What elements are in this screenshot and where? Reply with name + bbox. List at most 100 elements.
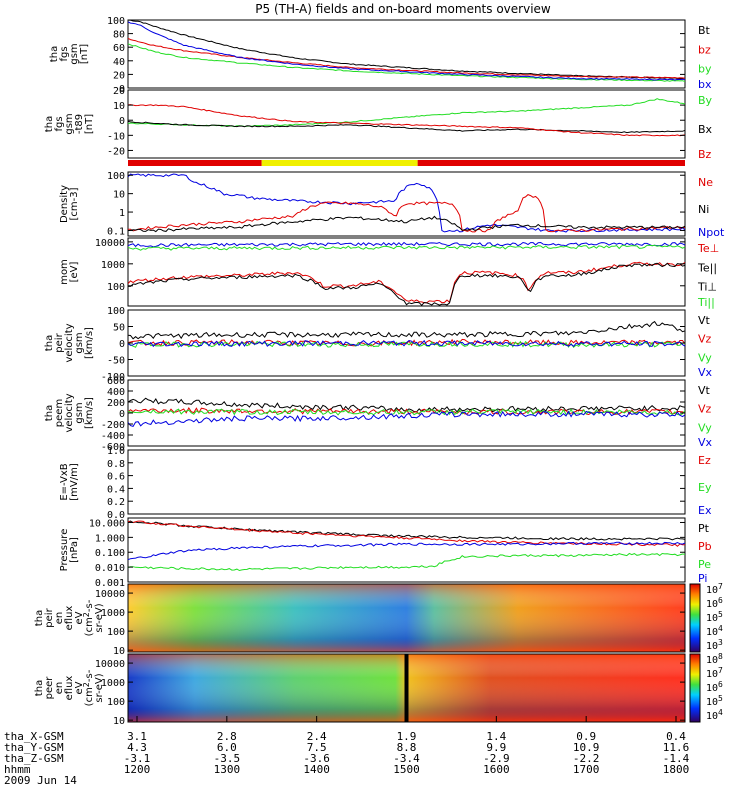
x-tick-label: -3.1 bbox=[124, 752, 151, 765]
y-axis-label: eflux bbox=[64, 606, 75, 631]
y-axis-label: [cm-3] bbox=[69, 187, 80, 220]
y-axis-label: [km/s] bbox=[84, 397, 95, 429]
status-segment-yellow bbox=[261, 160, 418, 166]
y-tick-label: 20 bbox=[113, 86, 125, 97]
y-tick-label: 1000 bbox=[101, 260, 125, 271]
x-row-label: tha_Y-GSM bbox=[4, 741, 64, 754]
y-axis-label: gsm bbox=[64, 113, 75, 134]
x-tick-label: 3.1 bbox=[127, 730, 147, 743]
y-tick-label: -400 bbox=[101, 431, 125, 442]
y-tick-label: -10 bbox=[107, 131, 125, 142]
y-axis-label: sr-eV) bbox=[94, 673, 105, 702]
panel-frame bbox=[127, 237, 686, 307]
y-axis-label: fgs bbox=[59, 46, 70, 61]
y-axis-label: velocity bbox=[64, 393, 75, 432]
status-segment-red bbox=[128, 160, 262, 166]
series-line-vx bbox=[128, 410, 685, 427]
y-tick-label: 0 bbox=[119, 116, 125, 127]
y-axis-label: [km/s] bbox=[84, 327, 95, 359]
y-tick-label: 0.4 bbox=[107, 484, 125, 495]
x-tick-label: 2.4 bbox=[307, 730, 327, 743]
y-tick-label: 200 bbox=[107, 398, 125, 409]
series-line-npot bbox=[128, 173, 685, 233]
panel-8: 10.000 1.000 0.100 0.010 0.001 Pressure [nPa] P… bbox=[59, 517, 712, 589]
y-tick-label: -50 bbox=[107, 356, 125, 367]
colorbar-tick-label: 107 bbox=[706, 582, 723, 596]
y-tick-label: 1 bbox=[119, 208, 125, 219]
colorbar-tick-label: 106 bbox=[706, 596, 723, 610]
x-tick-label: -2.2 bbox=[573, 752, 600, 765]
y-axis-label: en bbox=[54, 612, 65, 625]
y-axis-label: gsm bbox=[74, 402, 85, 423]
legend-vt: Vt bbox=[698, 314, 711, 327]
colorbar-tick-label: 106 bbox=[706, 680, 723, 694]
y-tick-label: 1.0 bbox=[107, 446, 125, 457]
series-line-ni bbox=[128, 215, 685, 233]
x-tick-label: 9.9 bbox=[486, 741, 506, 754]
x-tick-label: 1200 bbox=[124, 763, 151, 776]
y-tick-label: 10000 bbox=[95, 238, 125, 249]
y-axis-label: tha bbox=[34, 610, 45, 626]
legend-vy: Vy bbox=[698, 351, 712, 364]
legend-vx: Vx bbox=[698, 366, 713, 379]
y-tick-label: 1000 bbox=[101, 608, 125, 619]
y-tick-label: 0.001 bbox=[95, 578, 125, 589]
y-axis-label: [nT] bbox=[84, 114, 95, 134]
y-axis-label: sr-eV) bbox=[94, 603, 105, 632]
legend-by: by bbox=[698, 63, 712, 76]
y-tick-label: 100 bbox=[107, 306, 125, 317]
y-axis-label: eV bbox=[74, 611, 85, 624]
series-line-te bbox=[128, 262, 685, 306]
y-tick-label: 0.1 bbox=[107, 226, 125, 237]
y-axis-label: peer bbox=[44, 676, 55, 700]
status-bar bbox=[128, 160, 685, 166]
y-tick-label: 100 bbox=[107, 171, 125, 182]
x-tick-label: 6.0 bbox=[217, 741, 237, 754]
legend-vt: Vt bbox=[698, 384, 711, 397]
series-line-ti bbox=[128, 244, 685, 251]
y-axis-label: -t89 bbox=[74, 114, 85, 134]
x-row-label: tha_X-GSM bbox=[4, 730, 64, 743]
data-gap bbox=[404, 654, 409, 722]
y-axis-label: en bbox=[54, 682, 65, 695]
series-line-bx bbox=[128, 21, 685, 81]
y-axis-label: [nPa] bbox=[69, 537, 80, 563]
y-tick-label: 10000 bbox=[95, 659, 125, 670]
y-tick-label: 60 bbox=[113, 43, 125, 54]
x-tick-label: 7.5 bbox=[307, 741, 327, 754]
panel-5: 100 50 0 -50 -100 tha peir velocity gsm [km/s] Vt V… bbox=[44, 306, 713, 383]
legend-ni: Ni bbox=[698, 203, 709, 216]
series-line-bx bbox=[128, 120, 685, 134]
y-tick-label: 0.100 bbox=[95, 548, 125, 559]
colorbar-tick-label: 105 bbox=[706, 610, 723, 624]
panel-frame bbox=[127, 89, 686, 159]
y-axis-label: Density bbox=[59, 185, 70, 223]
y-tick-label: 10 bbox=[113, 190, 125, 201]
colorbar-tick-label: 104 bbox=[706, 624, 723, 638]
panel-4: 10000 1000 100 mom [eV] Te⊥ Te|| Ti⊥ Ti|| bbox=[59, 237, 719, 309]
x-tick-label: 1600 bbox=[483, 763, 510, 776]
legend-vz: Vz bbox=[698, 403, 712, 416]
date-label: 2009 Jun 14 bbox=[4, 774, 77, 787]
y-axis-label: tha bbox=[44, 405, 55, 421]
panel-frame bbox=[127, 449, 686, 515]
y-axis-label: eV bbox=[74, 681, 85, 694]
y-axis-label: Pressure bbox=[59, 529, 70, 572]
panel-7: 1.0 0.8 0.60.4 0.2 0.0 E=-VxB [mV/m] Ez Ey Ex bbox=[59, 446, 712, 521]
y-tick-label: 0 bbox=[119, 409, 125, 420]
x-tick-label: 8.8 bbox=[397, 741, 417, 754]
x-tick-label: 1500 bbox=[393, 763, 420, 776]
x-row-label: tha_Z-GSM bbox=[4, 752, 64, 765]
series-line-bt bbox=[128, 20, 685, 80]
y-axis-label: peem bbox=[54, 399, 65, 427]
y-tick-label: 50 bbox=[113, 323, 125, 334]
legend-bz: Bz bbox=[698, 148, 712, 161]
legend-by: By bbox=[698, 94, 713, 107]
legend-pb: Pb bbox=[698, 540, 712, 553]
y-tick-label: 40 bbox=[113, 57, 125, 68]
legend-ne: Ne bbox=[698, 176, 713, 189]
